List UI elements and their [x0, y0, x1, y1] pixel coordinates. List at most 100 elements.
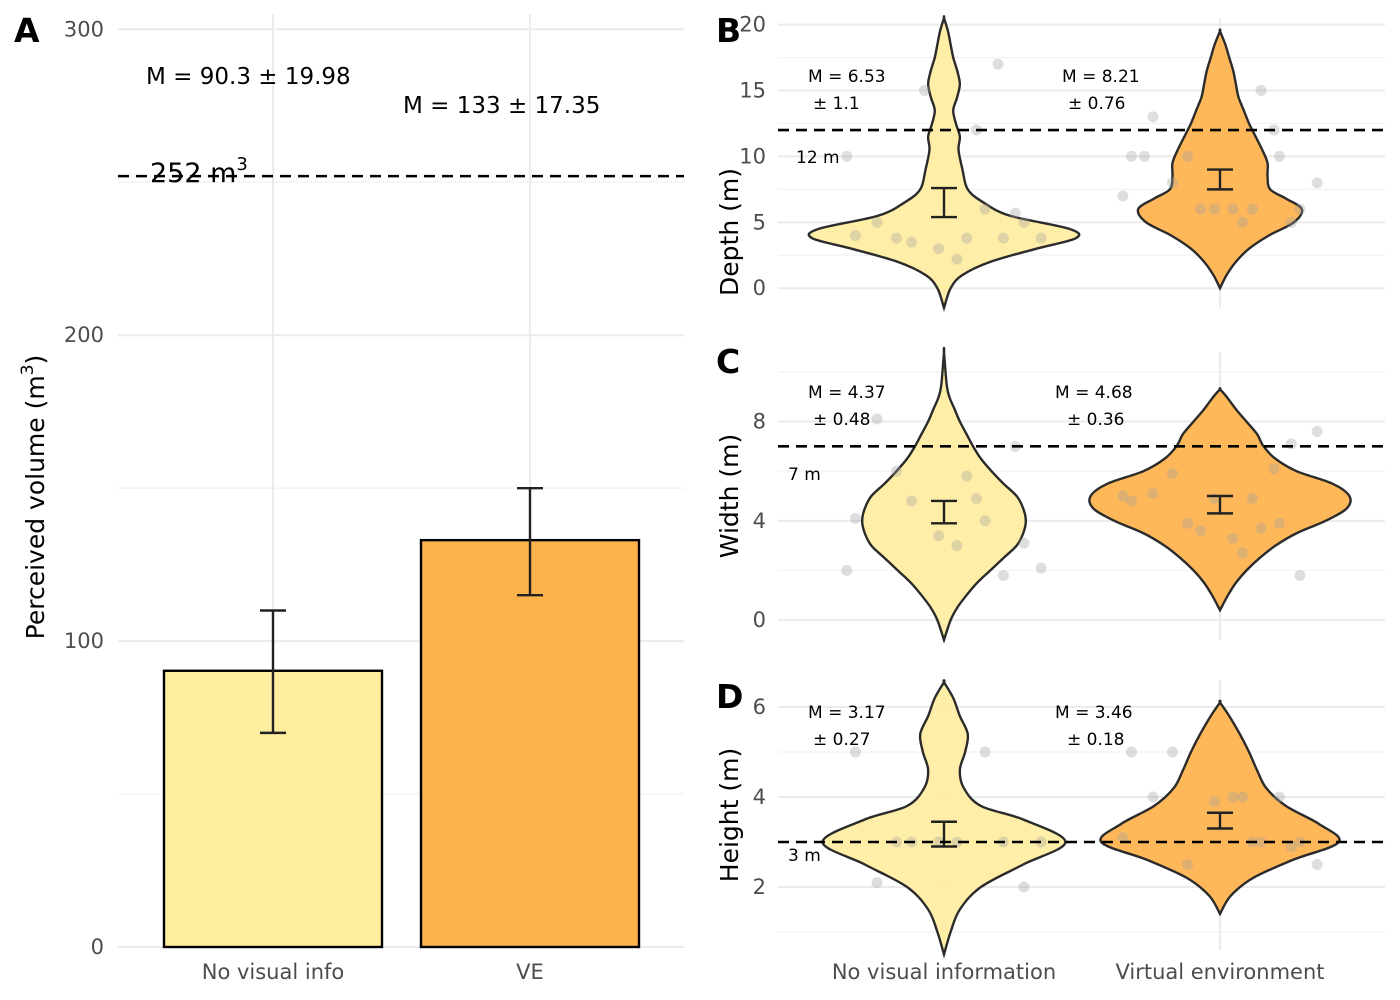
violin-data-point	[1294, 203, 1306, 215]
violin-data-point	[1018, 881, 1030, 893]
violin-data-point	[951, 836, 963, 848]
violin-y-tick-label: 15	[739, 79, 766, 103]
violin-data-point	[979, 203, 991, 215]
panel-b-y-axis-title: Depth (m)	[715, 168, 744, 296]
violin-data-point	[992, 58, 1004, 70]
violin-data-point	[1294, 569, 1306, 581]
violin-data-point	[933, 836, 945, 848]
violin-data-point	[1227, 791, 1239, 803]
violin-data-point	[1182, 517, 1194, 529]
violin-data-point	[1182, 859, 1194, 870]
violin-data-point	[1035, 836, 1047, 848]
violin-data-point	[1273, 517, 1285, 529]
violin-data-point	[906, 236, 918, 248]
violin-mean-annotation: M = 3.46	[1055, 703, 1133, 723]
violin-data-point	[1237, 547, 1249, 559]
violin-data-point	[1209, 796, 1221, 807]
violin-shape	[860, 346, 1028, 644]
panel-a-y-ticks: 0 100 200 300	[64, 17, 104, 959]
violin-shape	[1099, 699, 1341, 917]
violin-y-tick-label: 20	[739, 13, 766, 37]
panel-a-x-labels: No visual info VE	[202, 960, 544, 984]
violin-data-point	[1246, 492, 1258, 504]
violin-data-point	[1255, 522, 1267, 534]
violin-reference-label: 7 m	[788, 465, 821, 485]
violin-data-point	[1285, 216, 1297, 228]
violin-y-tick-label: 6	[753, 695, 766, 719]
violin-data-point	[841, 150, 853, 162]
violin-y-tick-label: 0	[753, 276, 766, 300]
violin-x-label-virtual-env: Virtual environment	[1115, 960, 1324, 984]
violin-data-point	[1125, 150, 1137, 162]
panel-c-y-axis-title: Width (m)	[715, 434, 744, 558]
violin-mean-annotation: M = 4.37	[808, 383, 886, 403]
violin-data-point	[1237, 791, 1249, 803]
violin-data-point	[1117, 490, 1129, 502]
panel-b-depth-violin: 0 5 10 15 20 12 m M = 6.53 ± 1.1 M = 8.21 ± 0.76	[739, 13, 1385, 312]
panel-a-y-tick-label: 200	[64, 323, 104, 347]
violin-data-point	[871, 413, 883, 425]
violin-mean-annotation-sd: ± 0.48	[813, 410, 871, 430]
violin-y-tick-label: 4	[753, 509, 766, 533]
violin-data-point	[841, 564, 853, 576]
violin-mean-annotation: M = 8.21	[1062, 67, 1140, 87]
violin-mean-annotation: M = 6.53	[808, 67, 886, 87]
violin-data-point	[1273, 150, 1285, 162]
violin-data-point	[1311, 859, 1323, 870]
panel-tag-d: D	[716, 677, 743, 716]
violin-data-point	[1255, 836, 1267, 848]
violin-y-tick-label: 5	[753, 210, 766, 234]
panel-a-y-tick-label: 100	[64, 629, 104, 653]
violin-data-point	[1138, 150, 1150, 162]
violin-data-point	[1268, 463, 1280, 475]
panel-a-bar-chart: 0 100 200 300 No visual info VE 252 m3 M = 9…	[14, 11, 684, 984]
panel-a-y-tick-label: 0	[91, 935, 104, 959]
violin-data-point	[1009, 207, 1021, 219]
violin-y-tick-label: 0	[753, 608, 766, 632]
violin-data-point	[890, 232, 902, 244]
violin-reference-label: 12 m	[796, 148, 840, 168]
panel-a-reference-label: 252 m3	[150, 154, 248, 189]
violin-data-point	[997, 232, 1009, 244]
violin-reference-label: 3 m	[788, 846, 821, 866]
violin-data-point	[1182, 150, 1194, 162]
violin-data-point	[1166, 746, 1178, 758]
violin-data-point	[1195, 203, 1207, 215]
violin-y-tick-label: 2	[753, 875, 766, 899]
violin-shape	[807, 15, 1081, 312]
violin-mean-annotation-sd: ± 1.1	[813, 94, 860, 114]
panel-a-bar	[419, 538, 641, 949]
violin-data-point	[1285, 841, 1297, 852]
violin-y-tick-label: 10	[739, 144, 766, 168]
violin-mean-annotation-sd: ± 0.27	[813, 730, 871, 750]
violin-data-point	[1209, 492, 1221, 504]
violin-data-point	[919, 85, 931, 96]
violin-data-point	[849, 512, 861, 524]
violin-data-point	[1147, 791, 1159, 803]
violin-data-point	[849, 230, 861, 241]
panel-a-error-bars	[260, 486, 543, 735]
panel-tag-a: A	[14, 11, 40, 50]
violin-data-point	[1018, 216, 1030, 228]
violin-data-point	[1125, 746, 1137, 758]
panel-a-x-tick-label: VE	[516, 960, 544, 984]
panel-a-mean-annotation-2: M = 133 ± 17.35	[403, 93, 600, 119]
violin-data-point	[1209, 203, 1221, 215]
violin-mean-annotation: M = 3.17	[808, 703, 886, 723]
violin-data-point	[1147, 111, 1159, 123]
violin-data-point	[961, 470, 973, 482]
panel-tag-c: C	[716, 342, 740, 381]
violin-data-point	[979, 515, 991, 527]
panel-a-x-tick-label: No visual info	[202, 960, 345, 984]
violin-data-point	[1246, 203, 1258, 215]
violin-mean-annotation: M = 4.68	[1055, 383, 1133, 403]
violin-data-point	[1035, 562, 1047, 574]
violin-data-point	[951, 253, 963, 265]
violin-data-point	[906, 495, 918, 507]
violin-data-point	[933, 243, 945, 255]
violin-mean-annotation-sd: ± 0.18	[1067, 730, 1125, 750]
violin-data-point	[1227, 203, 1239, 215]
violin-data-point	[979, 746, 991, 758]
panel-a-y-tick-label: 300	[64, 17, 104, 41]
